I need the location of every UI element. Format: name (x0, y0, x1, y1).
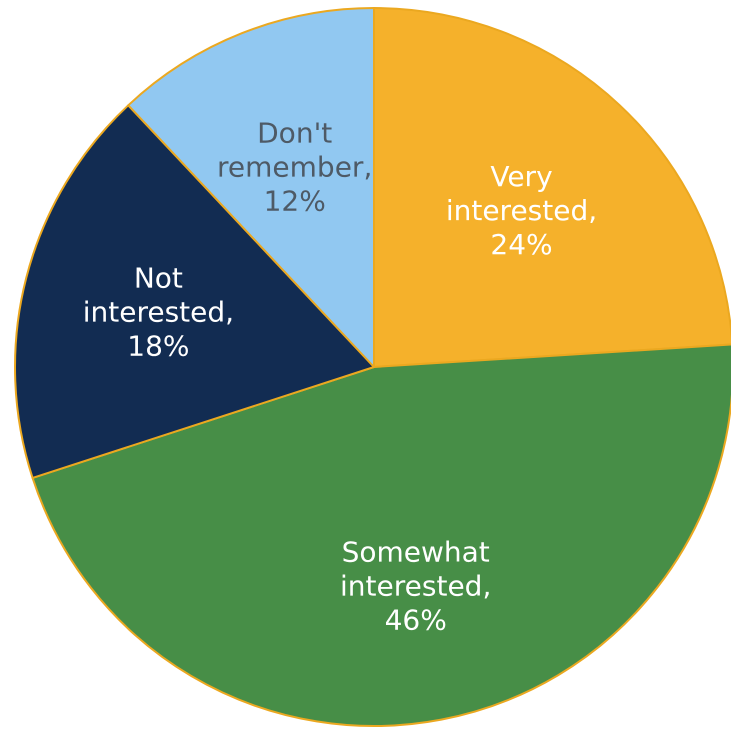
slice-label-line: Somewhat (342, 536, 490, 569)
slice-label-somewhat-interested: Somewhat interested, 46% (340, 536, 491, 637)
slice-label-line: remember, (217, 151, 372, 184)
slice-label-line: Very (490, 160, 552, 193)
pie-slice-not-interested (14, 104, 375, 479)
slice-label-line: interested, (83, 296, 234, 329)
slice-label-line: 12% (264, 185, 326, 218)
slice-label-not-interested: Not interested, 18% (83, 262, 234, 363)
pie-labels: Very interested, 24%Somewhat interested, 46%… (83, 117, 597, 637)
slice-label-line: Don't (257, 117, 332, 150)
slice-label-line: interested, (340, 570, 491, 603)
pie-slice-very-interested (373, 7, 731, 368)
slice-label-line: 18% (127, 330, 189, 363)
pie-slices (14, 7, 731, 727)
pie-slice-somewhat-interested (31, 343, 731, 727)
slice-label-very-interested: Very interested, 24% (446, 160, 597, 261)
slice-label-line: 46% (385, 604, 447, 637)
slice-label-line: 24% (490, 228, 552, 261)
pie-slice-don-t-remember (127, 7, 375, 368)
slice-label-line: Not (134, 262, 183, 295)
slice-label-don-t-remember: Don't remember, 12% (217, 117, 372, 218)
slice-label-line: interested, (446, 194, 597, 227)
